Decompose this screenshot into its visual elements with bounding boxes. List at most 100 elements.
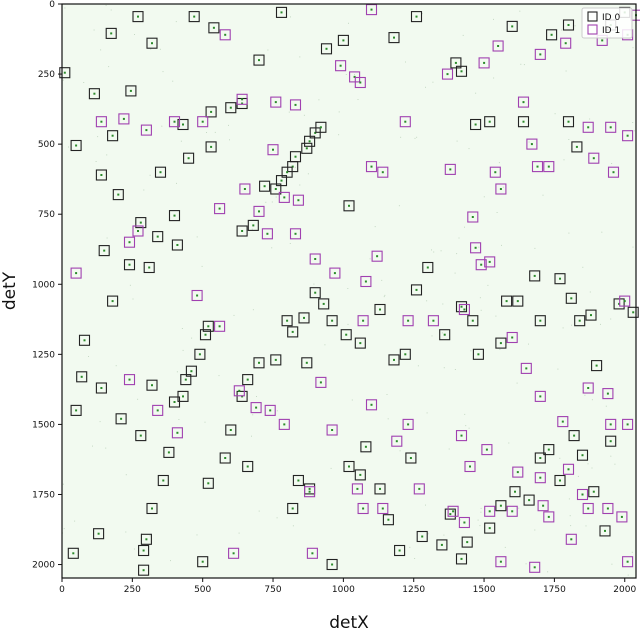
data-point-center <box>63 71 66 74</box>
data-point-marker <box>335 60 347 72</box>
data-point-center <box>187 157 190 160</box>
data-point-center <box>204 333 207 336</box>
data-point-center <box>421 535 424 538</box>
data-point-marker <box>602 388 614 400</box>
data-point-center <box>196 294 199 297</box>
data-point-center <box>570 297 573 300</box>
data-point-center <box>308 490 311 493</box>
data-point-marker <box>349 71 361 83</box>
data-point-marker <box>576 449 589 461</box>
data-point-center <box>142 569 145 572</box>
noise-dot <box>528 343 529 345</box>
noise-dot <box>299 184 301 186</box>
data-point-marker <box>582 121 594 133</box>
data-point-marker <box>177 118 189 131</box>
data-point-marker <box>562 463 575 475</box>
noise-dot <box>381 279 383 281</box>
data-point-center <box>536 165 539 168</box>
noise-dot <box>68 146 69 148</box>
noise-dot <box>516 382 518 384</box>
data-point-marker <box>168 116 181 128</box>
data-point-marker <box>436 539 448 551</box>
data-point-center <box>241 395 244 398</box>
data-point-marker <box>422 261 434 274</box>
data-point-marker <box>388 32 400 44</box>
y-tick-label: 0 <box>49 0 55 10</box>
noise-dot <box>97 136 99 138</box>
data-point-marker <box>318 298 330 310</box>
data-point-center <box>139 434 142 437</box>
data-point-marker <box>374 483 386 495</box>
data-point-marker <box>219 452 231 464</box>
data-point-center <box>280 11 283 14</box>
data-point-marker <box>534 452 546 464</box>
data-point-center <box>151 507 153 510</box>
data-point-center <box>269 409 272 412</box>
data-point-center <box>280 179 283 182</box>
y-tick-label: 1500 <box>32 420 55 430</box>
data-point-center <box>415 288 418 291</box>
noise-dot <box>258 510 260 512</box>
data-point-center <box>485 448 488 451</box>
data-point-marker <box>107 295 119 307</box>
x-axis-label: detX <box>329 613 369 630</box>
data-point-center <box>381 507 384 510</box>
data-point-center <box>252 224 255 227</box>
data-point-center <box>258 210 260 213</box>
data-point-center <box>609 423 612 426</box>
data-point-center <box>370 165 373 168</box>
noise-dot <box>299 56 301 58</box>
data-point-center <box>120 417 123 420</box>
data-point-marker <box>253 205 265 217</box>
background-noise-dots <box>62 4 635 576</box>
data-point-marker <box>236 225 248 237</box>
data-point-marker <box>270 96 282 108</box>
data-point-center <box>370 8 373 11</box>
data-point-marker <box>292 474 304 487</box>
data-point-marker <box>591 360 603 372</box>
data-point-center <box>471 319 474 322</box>
data-point-marker <box>543 511 555 523</box>
data-point-center <box>362 507 365 510</box>
data-point-marker <box>529 270 541 282</box>
data-point-center <box>404 120 407 123</box>
data-point-marker <box>357 502 369 515</box>
noise-dot <box>534 529 536 531</box>
data-point-center <box>308 140 311 143</box>
noise-dot <box>464 413 466 415</box>
data-point-marker <box>534 48 546 60</box>
data-point-marker <box>546 29 558 41</box>
data-point-marker <box>337 34 349 46</box>
data-point-marker <box>152 231 164 243</box>
data-point-center <box>331 563 334 566</box>
noise-dot <box>398 205 400 207</box>
noise-dot <box>585 525 587 527</box>
data-point-center <box>460 557 463 560</box>
data-point-marker <box>95 116 107 128</box>
noise-dot <box>610 318 612 320</box>
data-point-center <box>173 214 176 217</box>
data-point-center <box>218 325 221 328</box>
data-point-marker <box>70 139 82 152</box>
noise-dot <box>387 418 389 420</box>
noise-dot <box>565 70 567 72</box>
data-point-marker <box>588 486 600 498</box>
data-point-marker <box>88 88 100 100</box>
data-point-marker <box>467 315 479 327</box>
noise-dot <box>425 86 426 88</box>
noise-dot <box>475 92 477 94</box>
data-point-marker <box>506 20 518 32</box>
noise-dot <box>568 498 570 500</box>
legend-box <box>581 7 633 39</box>
noise-dot <box>405 61 406 63</box>
noise-dot <box>562 327 564 329</box>
data-point-center <box>533 274 536 277</box>
data-point-marker <box>571 141 583 153</box>
data-point-center <box>609 126 612 129</box>
noise-dot <box>150 48 152 50</box>
data-point-marker <box>388 354 400 366</box>
data-point-center <box>159 171 162 174</box>
data-point-center <box>407 319 410 322</box>
data-point-center <box>241 102 244 105</box>
data-point-marker <box>568 430 580 442</box>
